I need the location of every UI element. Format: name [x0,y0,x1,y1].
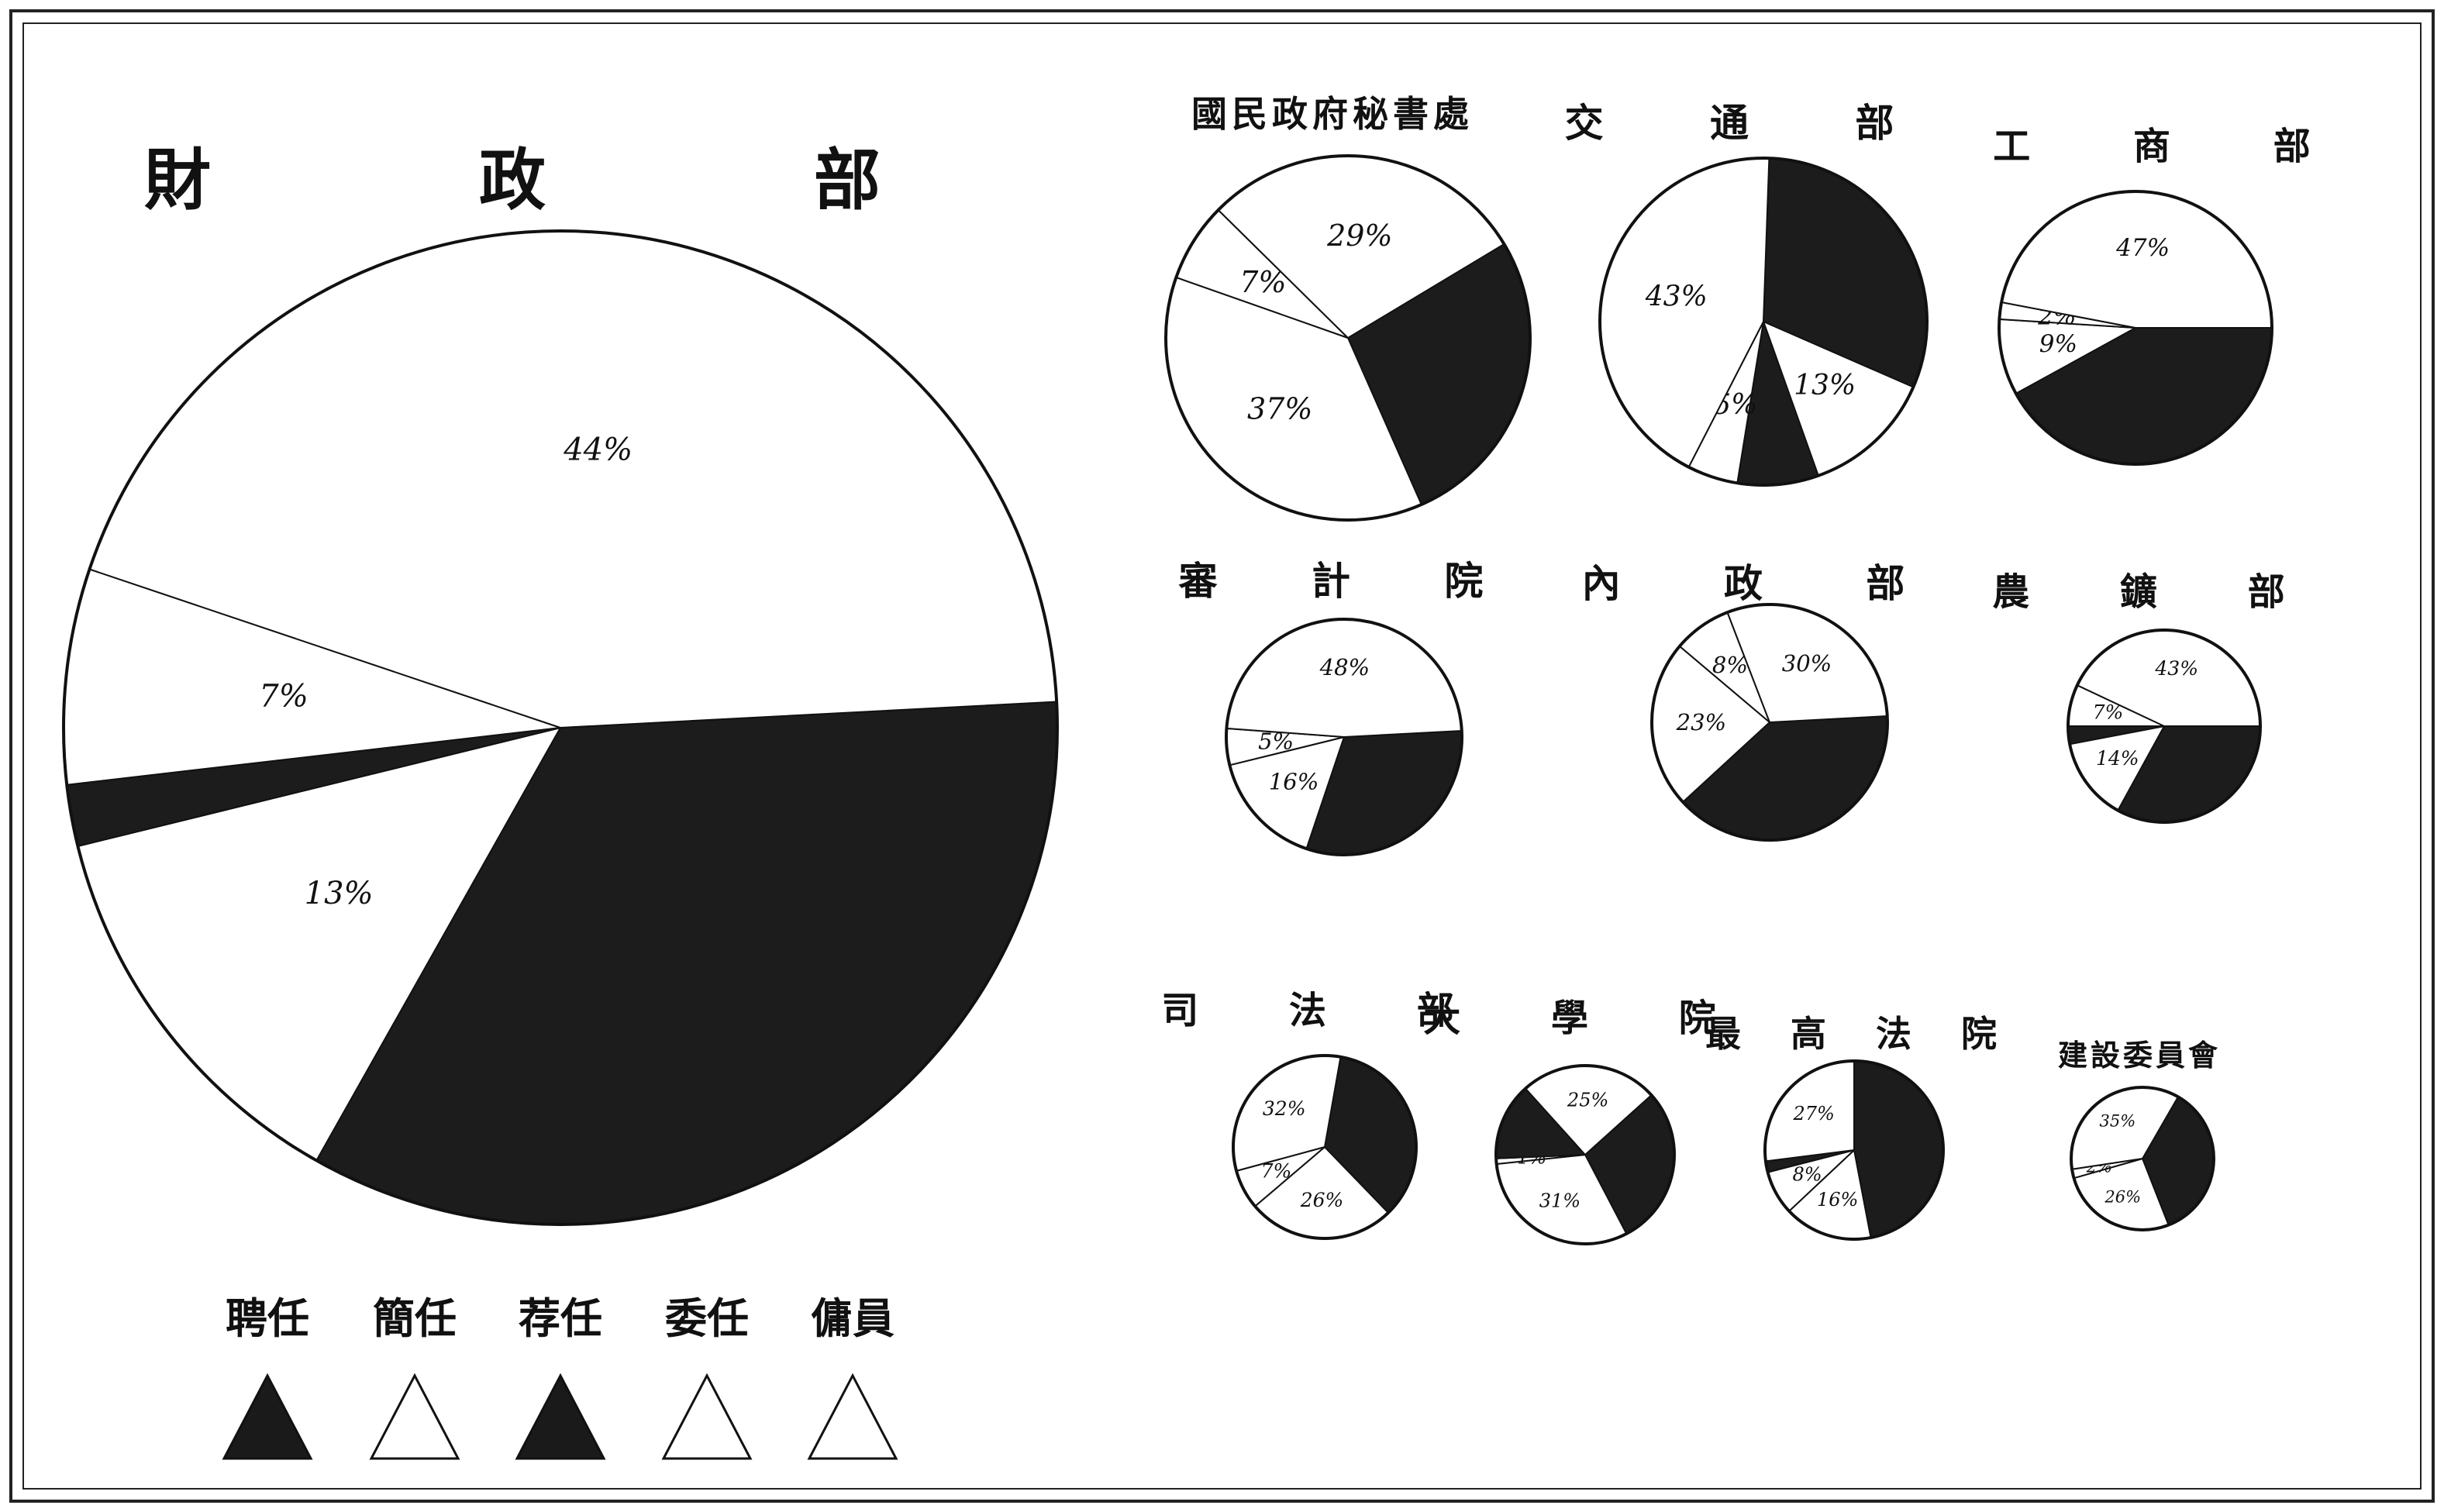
legend-item: 簡任 [369,1293,460,1460]
pie-outline [1232,1054,1418,1240]
pie-reconstruction: 26%2%35%建設委員會 [2058,1038,2221,1231]
slice-percent-label: 43% [1645,281,1708,313]
slice-percent-label: 7% [1239,265,1286,299]
legend-swatch-triangle [515,1373,606,1460]
slice-percent-label: 35% [2100,1111,2136,1130]
slice-percent-label: 8% [1712,652,1748,678]
legend-swatch-triangle [222,1373,313,1460]
slice-percent-label: 7% [259,679,308,715]
pie-outline [1650,603,1889,842]
pie-outline [1225,618,1463,856]
pie-outline [1998,190,2273,466]
pie-outline [1598,157,1929,487]
pie-industry_commerce: 9%2%47%工 商 部 [1993,125,2355,466]
pie-audit: 16%5%48%審 計 院 [1178,558,1524,856]
slice-percent-label: 44% [563,432,633,467]
slice-percent-label: 26% [2104,1188,2141,1207]
legend-item: 荐任 [515,1293,606,1460]
slice-percent-label: 43% [2154,657,2198,680]
pie-slice [1853,1059,1945,1239]
pie-outline [2067,629,2262,824]
slice-percent-label: 37% [1247,391,1312,425]
pie-outline [1164,154,1532,522]
slice-percent-label: 16% [1269,769,1319,795]
slice-percent-label: 25% [1567,1090,1608,1111]
legend-label: 聘任 [226,1293,309,1343]
pie-title: 交 通 部 [1565,100,1941,146]
outer-frame [9,9,2435,1503]
legend-swatch-triangle [369,1373,460,1460]
legend-swatch-triangle [661,1373,753,1460]
pie-title: 大 學 院 [1423,997,1754,1040]
pie-title: 內 政 部 [1582,560,1950,606]
pie-secretariat: 37% 7% 29% 國民政府秘書處 [1164,93,1532,522]
legend-item: 委任 [661,1293,753,1460]
legend-item: 傭員 [807,1293,898,1460]
slice-percent-label: 23% [1676,709,1726,735]
pie-outline [1494,1064,1676,1245]
pie-title: 最 高 法 院 [1705,1013,2015,1055]
slice-percent-label: 8% [1792,1164,1822,1186]
pie-supreme_court: 16% 8% 27% 最 高 法 院 [1705,1013,2015,1241]
pie-outline [62,229,1059,1226]
slice-percent-label: 13% [305,876,374,911]
slice-percent-label: 26% [1300,1189,1344,1211]
slice-percent-label: 30% [1782,650,1832,677]
pie-title: 國民政府秘書處 [1191,93,1474,135]
slice-percent-label: 13% [1794,370,1856,401]
pie-title: 財 政 部 [144,141,1003,219]
pie-interior: 23% 8% 30% 內 政 部 [1582,560,1950,842]
legend-label: 委任 [665,1293,749,1343]
slice-percent-label: 27% [1793,1103,1835,1125]
slice-percent-label: 16% [1817,1189,1858,1211]
pie-judicial: 26%7%32%司 法 部 [1161,989,1492,1240]
pie-outline [1763,1059,1945,1241]
slice-percent-label: 32% [1263,1097,1306,1120]
pie-title: 建設委員會 [2058,1038,2221,1073]
legend-label: 傭員 [811,1293,895,1343]
legend-swatch-triangle [807,1373,898,1460]
slice-percent-label: 47% [2115,234,2170,262]
slice-percent-label: 14% [2096,747,2139,770]
slice-percent-label: 9% [2039,330,2077,358]
pie-outline [2070,1086,2215,1231]
legend-label: 荐任 [519,1293,602,1343]
pie-communications: 13%5%43%交 通 部 [1565,100,1941,487]
slice-percent-label: 31% [1539,1190,1580,1211]
pie-title: 工 商 部 [1993,125,2355,168]
pie-title: 農 鑛 部 [1992,570,2323,614]
inner-frame [22,22,2422,1490]
legend: 聘任 簡任 荐任 委任 傭員 [222,1293,898,1460]
legend-label: 簡任 [373,1293,457,1343]
pie-title: 審 計 院 [1178,558,1524,604]
pie-university: 31%1%25%大 學 院 [1423,997,1754,1245]
legend-item: 聘任 [222,1293,313,1460]
pie-finance: 13% 7% 44% 財 政 部 [62,141,1059,1226]
pie-title: 司 法 部 [1161,989,1492,1032]
slice-percent-label: 29% [1326,219,1392,253]
pie-agriculture_mining: 14%7%43%農 鑛 部 [1992,570,2323,824]
slice-percent-label: 48% [1319,654,1370,680]
